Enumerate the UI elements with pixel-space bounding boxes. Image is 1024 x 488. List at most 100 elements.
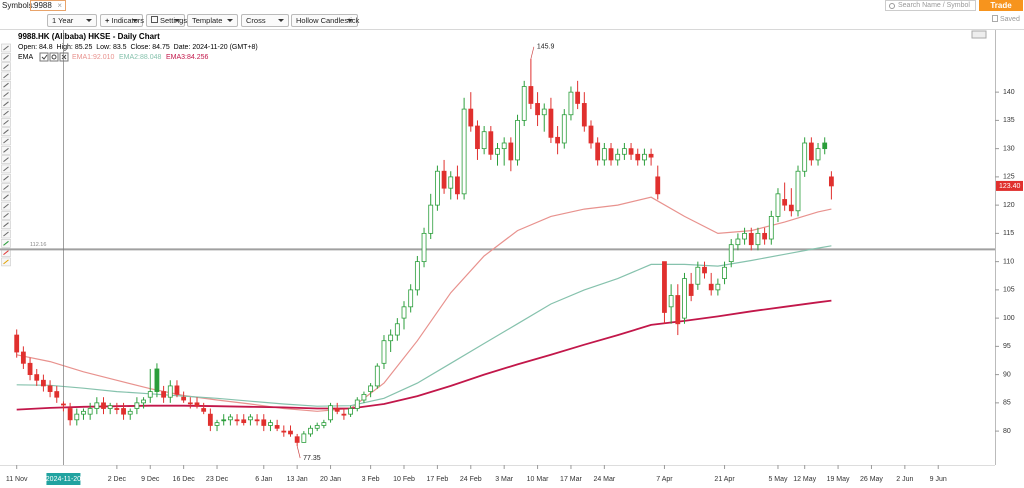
candle-body (394, 323, 400, 336)
candle-body (642, 153, 647, 161)
tool-glyph (3, 129, 9, 135)
y-tick-label: 100 (1003, 315, 1015, 322)
tool-glyph (3, 45, 9, 51)
crosshair-select[interactable]: Cross (241, 14, 289, 27)
tool-glyph (3, 82, 9, 88)
candle-body (581, 103, 587, 127)
indicator-check[interactable] (39, 52, 49, 62)
candle-body (708, 283, 714, 291)
ema-line (16, 245, 832, 407)
plus-icon: + (105, 16, 110, 25)
candle-body (448, 176, 454, 189)
control-glyph (51, 54, 57, 60)
candle-body (234, 419, 240, 422)
candle-body (788, 204, 794, 212)
candle-body (288, 430, 293, 435)
x-tick-label: 16 Dec (173, 476, 196, 483)
candle-body (227, 416, 233, 421)
trade-button[interactable]: Trade (979, 0, 1023, 11)
candle-body (755, 232, 761, 246)
tool-glyph (3, 259, 9, 265)
candle-body (214, 422, 220, 426)
candle-body (535, 103, 540, 116)
symbol-input[interactable]: 9988 × (30, 0, 66, 11)
x-tick-label: 3 Feb (362, 476, 380, 483)
candle-body (475, 125, 480, 150)
period-select[interactable]: 1 Year (47, 14, 97, 27)
candle-body (635, 153, 641, 161)
candle-body (314, 425, 320, 429)
candle-body (728, 244, 734, 263)
candle-body (775, 193, 781, 217)
candle-body (541, 108, 547, 116)
candle-body (281, 430, 287, 433)
x-tick-label: 2 Dec (108, 476, 127, 483)
tool-column (1, 43, 11, 267)
search-box[interactable]: Search Name / Symbol (885, 0, 976, 11)
y-tick-label: 110 (1003, 258, 1014, 265)
indicators-button[interactable]: + Indicators (100, 14, 144, 27)
candle-body (147, 391, 153, 398)
x-tick-label: 10 Mar (527, 476, 549, 483)
indicator-label: EMA (18, 54, 34, 61)
candle-body (354, 399, 360, 409)
x-tick-label: 9 Jun (930, 476, 947, 483)
candle-body (181, 396, 187, 401)
x-tick-label: 17 Feb (427, 476, 449, 483)
candle-body (521, 86, 527, 121)
x-tick-label: 23 Dec (206, 476, 229, 483)
candle-body (828, 176, 834, 187)
candle-body (221, 419, 227, 422)
candle-body (274, 425, 280, 429)
candle-body (61, 403, 66, 406)
candle-body (495, 148, 500, 155)
candle-body (455, 176, 460, 195)
indicator-settings[interactable] (49, 52, 59, 62)
candle-body (261, 419, 267, 426)
candle-body (621, 148, 627, 155)
candle-body (488, 131, 494, 155)
candle-body (254, 419, 260, 422)
candle-body (294, 436, 300, 443)
tool-glyph (3, 203, 9, 209)
settings-text: Settings (160, 16, 188, 25)
annotation-leader (296, 445, 301, 459)
x-tick-label: 17 Mar (560, 476, 582, 483)
symbols-label: Symbols: (2, 1, 35, 10)
candle-body (675, 295, 681, 325)
x-tick-label: 24 Mar (593, 476, 615, 483)
candle-body (688, 283, 694, 296)
candle-body (268, 422, 273, 426)
tool-glyph (3, 222, 9, 228)
clear-icon[interactable]: × (57, 1, 62, 10)
candle-body (615, 153, 621, 161)
tool-glyph (3, 92, 9, 97)
legend-entry: EMA3:84.256 (166, 54, 209, 61)
candle-body (668, 295, 674, 308)
x-tick-label: 21 Apr (714, 476, 735, 483)
tool-glyph (3, 213, 9, 218)
candle-body (107, 405, 113, 409)
x-tick-label: 20 Jan (320, 476, 341, 483)
candle-body (548, 108, 554, 138)
indicator-controls[interactable] (39, 52, 69, 62)
y-tick-label: 125 (1003, 174, 1015, 181)
panel-toggle[interactable] (971, 30, 987, 39)
tool-glyph (3, 54, 9, 60)
crosshair-date-label: 2024-11-20 (46, 476, 81, 483)
settings-button[interactable]: Settings (146, 14, 188, 27)
control-glyphs (41, 54, 67, 60)
template-select[interactable]: Template (187, 14, 238, 27)
candle-body (575, 91, 581, 104)
candle-body (14, 334, 20, 353)
candle-body (81, 410, 86, 415)
y-tick-label: 80 (1003, 428, 1011, 435)
candle-body (815, 148, 821, 161)
x-tick-label: 2 Jun (896, 476, 913, 483)
last-price-badge (996, 180, 1023, 191)
tool-glyph (3, 101, 9, 107)
candle-body (174, 385, 180, 395)
candle-body (808, 142, 814, 161)
tool-glyph (3, 194, 9, 200)
chart-style-select[interactable]: Hollow Candlestick (291, 14, 359, 27)
